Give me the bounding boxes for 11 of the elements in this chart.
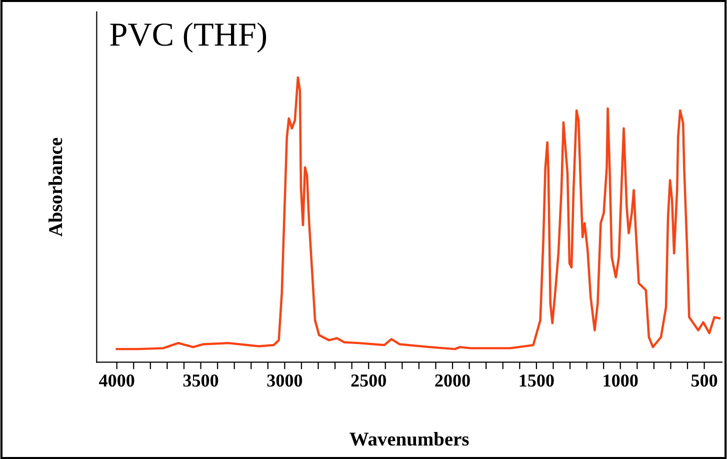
x-tick-label: 3000 (267, 374, 302, 387)
x-tick-label: 500 (691, 374, 718, 387)
x-tick-label: 1000 (604, 374, 638, 387)
y-axis-title: Absorbance (48, 138, 62, 237)
chart-title: PVC (THF) (110, 22, 266, 53)
x-tick-label: 2000 (435, 374, 470, 387)
x-tick-label: 1500 (520, 374, 554, 387)
x-tick-label: 3500 (183, 374, 218, 387)
x-axis-title: Wavenumbers (350, 432, 469, 446)
x-tick-label: 4000 (99, 374, 134, 387)
x-tick-label: 2500 (351, 374, 386, 387)
